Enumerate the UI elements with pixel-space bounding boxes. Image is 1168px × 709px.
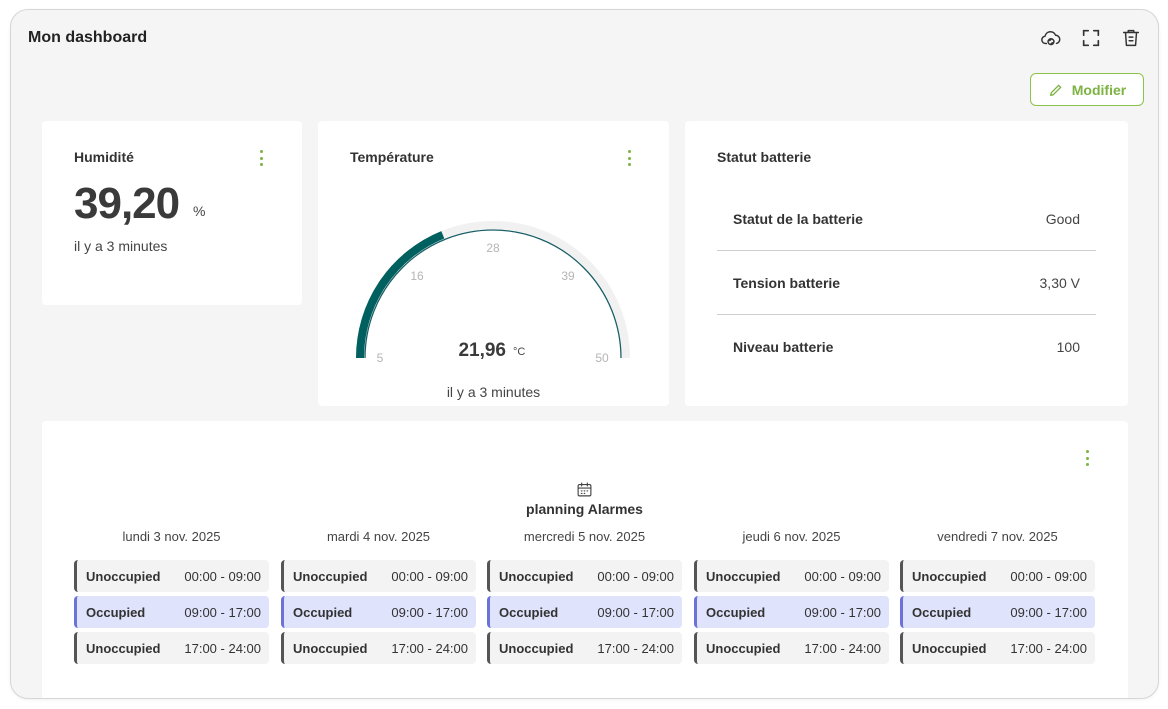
slot-time: 17:00 - 24:00 [391, 640, 468, 656]
gauge-tick-3: 39 [561, 269, 575, 283]
humidity-menu-icon[interactable] [258, 150, 264, 166]
day-date: lundi 3 nov. 2025 [122, 529, 221, 544]
temperature-menu-icon[interactable] [626, 150, 632, 166]
humidity-title: Humidité [74, 149, 134, 165]
planning-title: planning Alarmes [526, 501, 643, 517]
slot-status: Unoccupied [706, 640, 781, 656]
temperature-card: Température 5 16 28 39 50 21,96 °C il y … [318, 121, 669, 406]
gauge-fill [356, 231, 445, 359]
edit-button[interactable]: Modifier [1030, 73, 1144, 106]
pencil-icon [1049, 84, 1062, 96]
day-column: lundi 3 nov. 2025 Unoccupied 00:00 - 09:0… [74, 529, 269, 664]
slot-time: 00:00 - 09:00 [391, 568, 468, 584]
edit-button-label: Modifier [1071, 81, 1127, 98]
gauge-tick-0: 5 [377, 351, 384, 365]
day-date: mardi 4 nov. 2025 [326, 529, 431, 544]
battery-row: Niveau batterie 100 [717, 315, 1096, 379]
slot-time: 09:00 - 17:00 [1010, 604, 1087, 620]
day-date: jeudi 6 nov. 2025 [742, 529, 841, 544]
day-column: mercredi 5 nov. 2025 Unoccupied 00:00 - 0… [487, 529, 682, 664]
slot-status: Unoccupied [912, 640, 987, 656]
time-slot[interactable]: Unoccupied 17:00 - 24:00 [900, 632, 1095, 664]
trash-icon[interactable] [1120, 27, 1142, 49]
slot-time: 09:00 - 17:00 [184, 604, 261, 620]
slot-status: Unoccupied [499, 640, 574, 656]
battery-row-value: 100 [1056, 339, 1080, 355]
slot-status: Occupied [293, 604, 353, 620]
cloud-sync-icon[interactable] [1040, 27, 1062, 49]
slot-time: 00:00 - 09:00 [1010, 568, 1087, 584]
time-slot[interactable]: Occupied 09:00 - 17:00 [281, 596, 476, 628]
time-slot[interactable]: Unoccupied 00:00 - 09:00 [281, 560, 476, 592]
time-slot[interactable]: Unoccupied 00:00 - 09:00 [694, 560, 889, 592]
slot-time: 09:00 - 17:00 [804, 604, 881, 620]
battery-row: Statut de la batterie Good [717, 187, 1096, 251]
fullscreen-icon[interactable] [1080, 27, 1102, 49]
slot-time: 00:00 - 09:00 [597, 568, 674, 584]
slot-status: Unoccupied [86, 640, 161, 656]
time-slot[interactable]: Occupied 09:00 - 17:00 [487, 596, 682, 628]
slot-status: Unoccupied [499, 568, 574, 584]
time-slot[interactable]: Occupied 09:00 - 17:00 [694, 596, 889, 628]
slot-time: 09:00 - 17:00 [597, 604, 674, 620]
slot-status: Unoccupied [293, 640, 368, 656]
gauge-tick-1: 16 [410, 269, 424, 283]
time-slot[interactable]: Unoccupied 17:00 - 24:00 [694, 632, 889, 664]
day-column: jeudi 6 nov. 2025 Unoccupied 00:00 - 09:0… [694, 529, 889, 664]
battery-title: Statut batterie [717, 149, 812, 165]
humidity-updated: il y a 3 minutes [74, 238, 168, 254]
day-column: vendredi 7 nov. 2025 Unoccupied 00:00 - 0… [900, 529, 1095, 664]
slot-status: Occupied [86, 604, 146, 620]
time-slot[interactable]: Unoccupied 00:00 - 09:00 [900, 560, 1095, 592]
slot-status: Occupied [706, 604, 766, 620]
time-slot[interactable]: Unoccupied 00:00 - 09:00 [74, 560, 269, 592]
slot-time: 00:00 - 09:00 [184, 568, 261, 584]
slot-status: Unoccupied [706, 568, 781, 584]
battery-row-label: Niveau batterie [733, 339, 834, 355]
gauge-tick-2: 28 [486, 241, 500, 255]
slot-status: Unoccupied [86, 568, 161, 584]
time-slot[interactable]: Unoccupied 00:00 - 09:00 [487, 560, 682, 592]
dashboard-frame: Mon dashboard Modifier Humid [10, 9, 1159, 699]
slot-time: 09:00 - 17:00 [391, 604, 468, 620]
time-slot[interactable]: Occupied 09:00 - 17:00 [74, 596, 269, 628]
slot-time: 17:00 - 24:00 [804, 640, 881, 656]
gauge-outline [364, 229, 622, 359]
slot-status: Occupied [912, 604, 972, 620]
battery-row-value: 3,30 V [1039, 275, 1080, 291]
planning-menu-icon[interactable] [1084, 450, 1090, 466]
gauge-tick-4: 50 [595, 351, 609, 365]
slot-time: 17:00 - 24:00 [597, 640, 674, 656]
day-date: mercredi 5 nov. 2025 [523, 529, 646, 544]
slot-time: 00:00 - 09:00 [804, 568, 881, 584]
day-column: mardi 4 nov. 2025 Unoccupied 00:00 - 09:0… [281, 529, 476, 664]
battery-row-value: Good [1045, 211, 1080, 227]
humidity-unit: % [193, 203, 206, 219]
temperature-gauge: 5 16 28 39 50 21,96 °C [356, 221, 630, 365]
time-slot[interactable]: Unoccupied 17:00 - 24:00 [74, 632, 269, 664]
day-date: vendredi 7 nov. 2025 [937, 529, 1058, 544]
time-slot[interactable]: Unoccupied 17:00 - 24:00 [281, 632, 476, 664]
battery-row-label: Tension batterie [733, 275, 841, 291]
temperature-title: Température [350, 149, 434, 165]
slot-status: Occupied [499, 604, 559, 620]
temperature-updated: il y a 3 minutes [446, 384, 541, 400]
humidity-value: 39,20 [74, 179, 180, 228]
battery-row-label: Statut de la batterie [733, 211, 863, 227]
calendar-icon [577, 482, 592, 497]
slot-time: 17:00 - 24:00 [184, 640, 261, 656]
temperature-unit: °C [513, 346, 525, 358]
time-slot[interactable]: Occupied 09:00 - 17:00 [900, 596, 1095, 628]
battery-row: Tension batterie 3,30 V [717, 251, 1096, 315]
battery-card: Statut batterie Statut de la batterie Go… [685, 121, 1128, 406]
slot-status: Unoccupied [912, 568, 987, 584]
page-title: Mon dashboard [28, 29, 148, 46]
header-actions [1040, 27, 1142, 49]
slot-time: 17:00 - 24:00 [1010, 640, 1087, 656]
humidity-card: Humidité 39,20 % il y a 3 minutes [42, 121, 302, 305]
planning-card: planning Alarmes lundi 3 nov. 2025 Unocc… [42, 421, 1128, 698]
temperature-value: 21,96 [458, 340, 506, 361]
time-slot[interactable]: Unoccupied 17:00 - 24:00 [487, 632, 682, 664]
slot-status: Unoccupied [293, 568, 368, 584]
